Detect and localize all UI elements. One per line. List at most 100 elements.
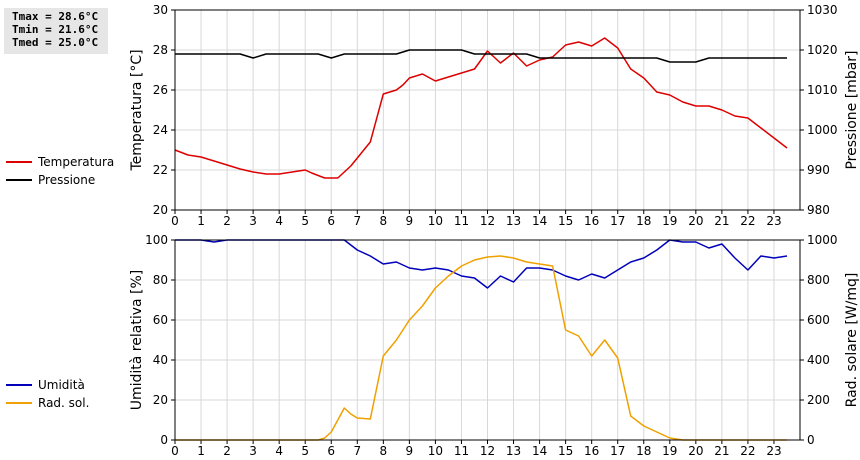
panel2-y2tick-label: 0 [807,433,815,447]
panel1-xtick-label: 17 [610,214,625,228]
panel1-xtick-label: 23 [766,214,781,228]
panel1-xtick-label: 13 [506,214,521,228]
panel1-xtick-label: 20 [688,214,703,228]
legend-label-umidita: Umidità [38,378,85,392]
panel1-xtick-label: 21 [714,214,729,228]
panel1-y2label: Pressione [mbar] [844,50,860,169]
panel1-xtick-label: 15 [558,214,573,228]
panel1-xtick-label: 9 [406,214,414,228]
panel2-y2tick-label: 600 [807,313,830,327]
panel2-xtick-label: 13 [506,444,521,458]
legend-swatch-radsol [6,402,32,404]
stats-box: Tmax = 28.6°C Tmin = 21.6°C Tmed = 25.0°… [4,8,108,54]
panel1-ytick-label: 26 [153,83,168,97]
legend-swatch-umidita [6,384,32,386]
panel2-ytick-label: 60 [153,313,168,327]
panel2-xtick-label: 23 [766,444,781,458]
panel2-series-rad-sol [175,255,787,441]
legend-swatch-temperatura [6,161,32,163]
panel2-y2label: Rad. solare [W/mq] [844,273,860,408]
panel2-ytick-label: 20 [153,393,168,407]
stats-tmed: Tmed = 25.0°C [12,36,99,49]
panel1-xtick-label: 4 [275,214,283,228]
panel1-xtick-label: 19 [662,214,677,228]
panel2-xtick-label: 14 [532,444,547,458]
panel1-xtick-label: 5 [301,214,309,228]
panel2-ytick-label: 40 [153,353,168,367]
panel2-y2tick-label: 1000 [807,233,838,247]
panel2-xtick-label: 2 [223,444,231,458]
panel1-xtick-label: 3 [249,214,257,228]
panel2-xtick-label: 19 [662,444,677,458]
panel1-series-pressione [175,49,787,63]
panel1-y2tick-label: 1000 [807,123,838,137]
panel2-xtick-label: 6 [327,444,335,458]
legend-item-umidita: Umidità [6,376,89,394]
panel2-xtick-label: 4 [275,444,283,458]
panel1-ytick-label: 22 [153,163,168,177]
panel2-xtick-label: 20 [688,444,703,458]
panel2-ylabel: Umidità relativa [%] [129,270,145,411]
panel2-xtick-label: 15 [558,444,573,458]
stats-tmax: Tmax = 28.6°C [12,10,99,23]
panel2-xtick-label: 12 [480,444,495,458]
legend-bottom: Umidità Rad. sol. [6,378,89,412]
panel1-y2tick-label: 980 [807,203,830,217]
panel2-y2tick-label: 800 [807,273,830,287]
panel1-xtick-label: 22 [740,214,755,228]
panel1-ytick-label: 30 [153,3,168,17]
stats-tmin: Tmin = 21.6°C [12,23,99,36]
panel2-xtick-label: 16 [584,444,599,458]
legend-top: Temperatura Pressione [6,153,114,189]
panel1-series-temperatura [174,37,788,179]
panel2-xtick-label: 11 [454,444,469,458]
panel2-y2tick-label: 400 [807,353,830,367]
panel1-xtick-label: 8 [380,214,388,228]
panel2-xtick-label: 8 [380,444,388,458]
panel2-xtick-label: 22 [740,444,755,458]
panel2-y2tick-label: 200 [807,393,830,407]
panel2-xtick-label: 5 [301,444,309,458]
panel1-xtick-label: 11 [454,214,469,228]
panel2-xtick-label: 17 [610,444,625,458]
panel1-xtick-label: 12 [480,214,495,228]
legend-label-temperatura: Temperatura [38,155,115,169]
panel2-xtick-label: 7 [353,444,361,458]
panel1-xtick-label: 1 [197,214,205,228]
panel1-y2tick-label: 1010 [807,83,838,97]
panel1-xtick-label: 16 [584,214,599,228]
panel2-frame [174,239,801,441]
panel1-y2tick-label: 990 [807,163,830,177]
panel1-ylabel: Temperatura [°C] [129,49,145,171]
panel2-xtick-label: 21 [714,444,729,458]
panel1-frame [174,9,801,211]
panel1-xtick-label: 7 [353,214,361,228]
legend-label-radsol: Rad. sol. [38,396,90,410]
legend-item-temperatura: Temperatura [6,153,114,171]
panel1-y2tick-label: 1030 [807,3,838,17]
legend-item-pressione: Pressione [6,171,114,189]
panel1-xtick-label: 18 [636,214,651,228]
legend-label-pressione: Pressione [38,173,96,187]
panel2-xtick-label: 1 [197,444,205,458]
panel1-ytick-label: 24 [153,123,168,137]
panel2-xtick-label: 18 [636,444,651,458]
panel2-ytick-label: 100 [145,233,168,247]
panel1-ytick-label: 28 [153,43,168,57]
panel2-ytick-label: 80 [153,273,168,287]
legend-item-radsol: Rad. sol. [6,394,89,412]
panel2-xtick-label: 10 [428,444,443,458]
panel2-xtick-label: 3 [249,444,257,458]
panel1-xtick-label: 0 [171,214,179,228]
panel2-xtick-label: 9 [406,444,414,458]
panel2-xtick-label: 0 [171,444,179,458]
panel1-xtick-label: 6 [327,214,335,228]
panel1-xtick-label: 2 [223,214,231,228]
panel2-ytick-label: 0 [160,433,168,447]
panel1-y2tick-label: 1020 [807,43,838,57]
panel1-xtick-label: 14 [532,214,547,228]
panel1-ytick-label: 20 [153,203,168,217]
panel1-xtick-label: 10 [428,214,443,228]
legend-swatch-pressione [6,179,32,181]
